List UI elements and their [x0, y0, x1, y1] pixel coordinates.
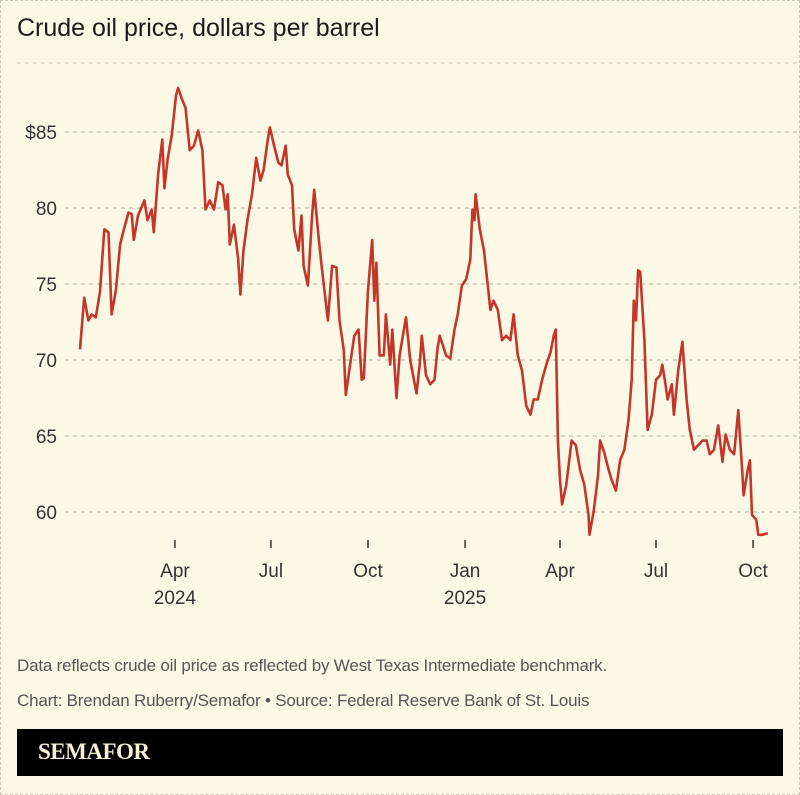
x-tick-year: 2024	[154, 588, 197, 609]
x-tick-label: Jul	[259, 561, 283, 582]
y-tick-label: 60	[36, 503, 57, 524]
x-tick-label: Oct	[353, 561, 383, 582]
y-tick-label: 75	[36, 275, 57, 296]
x-tick-label: Jan	[450, 561, 481, 582]
y-tick-label: 70	[36, 351, 57, 372]
y-tick-label: 80	[36, 199, 57, 220]
gridlines	[65, 131, 800, 513]
semafor-logo: SEMAFOR	[38, 739, 150, 764]
series-points	[80, 88, 768, 535]
x-tick-label: Apr	[160, 561, 190, 582]
y-tick-label: $85	[25, 123, 57, 144]
chart-title: Crude oil price, dollars per barrel	[17, 14, 380, 42]
footnote: Data reflects crude oil price as reflect…	[17, 656, 607, 675]
x-axis-labels: Apr 2024 Jul Oct Jan 2025 Apr Jul Oct	[154, 540, 769, 609]
line-chart: $85 80 75 70 65 60 Apr 2024 Jul Oct Jan 2025 Apr Jul…	[17, 62, 800, 609]
y-tick-label: 65	[36, 427, 57, 448]
x-tick-label: Apr	[545, 561, 575, 582]
y-axis-labels: $85 80 75 70 65 60	[25, 123, 57, 524]
brand-bar: SEMAFOR	[17, 729, 783, 776]
x-tick-year: 2025	[444, 588, 486, 609]
x-tick-label: Jul	[644, 561, 668, 582]
series-line	[78, 86, 769, 537]
x-tick-label: Oct	[738, 561, 768, 582]
credit-line: Chart: Brendan Ruberry/Semafor • Source:…	[17, 691, 590, 710]
